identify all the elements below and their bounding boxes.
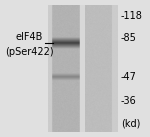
Text: -118: -118: [121, 12, 143, 21]
Text: eIF4B: eIF4B: [16, 32, 43, 42]
Text: -36: -36: [121, 96, 137, 106]
Text: (pSer422): (pSer422): [5, 47, 54, 57]
Text: -47: -47: [121, 72, 137, 82]
Text: (kd): (kd): [121, 118, 140, 128]
Bar: [80, 5, 85, 132]
Text: -85: -85: [121, 33, 137, 43]
